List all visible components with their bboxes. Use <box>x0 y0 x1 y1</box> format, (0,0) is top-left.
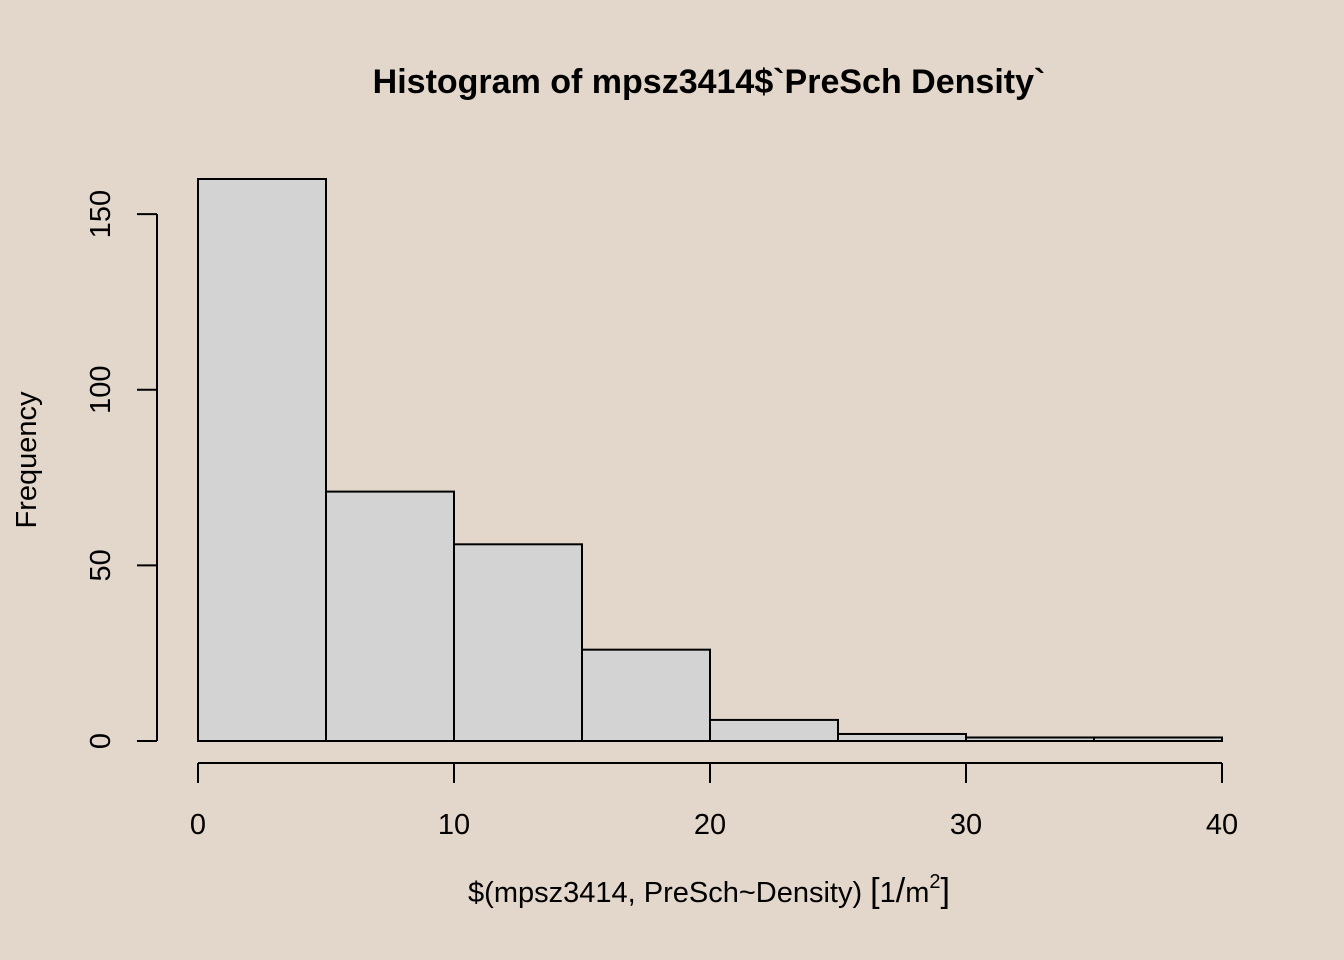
x-axis-label-unit-numer: 1 <box>880 877 896 909</box>
y-tick-label: 100 <box>85 366 117 414</box>
histogram-bar-3 <box>581 648 711 742</box>
y-axis-label: Frequency <box>11 391 43 529</box>
histogram-bar-0 <box>197 178 327 742</box>
histogram-bar-6 <box>965 736 1095 742</box>
x-axis-label-unit-open: [ <box>870 872 880 910</box>
y-tick-label: 50 <box>85 549 117 581</box>
x-axis-label-unit-exp: 2 <box>929 871 940 893</box>
histogram-bar-5 <box>837 732 967 742</box>
histogram-bar-7 <box>1093 736 1223 742</box>
chart-title: Histogram of mpsz3414$`PreSch Density` <box>373 63 1046 101</box>
histogram-bar-4 <box>709 718 839 742</box>
x-axis-label-unit-close: ] <box>940 872 949 910</box>
x-tick-label: 30 <box>950 809 982 841</box>
x-axis: 0 10 20 30 40 <box>190 762 1238 841</box>
x-tick-label: 10 <box>438 809 470 841</box>
bars-group <box>197 178 1223 742</box>
y-tick-label: 0 <box>85 733 117 749</box>
x-axis-label-unit-slash: / <box>896 872 906 910</box>
x-axis-label-prefix: $(mpsz3414, PreSch~Density) <box>468 877 862 909</box>
x-tick-label: 40 <box>1206 809 1238 841</box>
x-axis-label-unit-denom: m <box>905 877 929 909</box>
x-axis-label: $(mpsz3414, PreSch~Density) [1/m2] <box>468 871 950 910</box>
y-tick-label: 150 <box>85 190 117 238</box>
y-axis: 0 50 100 150 <box>85 190 158 749</box>
histogram-bar-2 <box>453 543 583 742</box>
histogram-bar-1 <box>325 490 455 742</box>
x-tick-label: 20 <box>694 809 726 841</box>
x-tick-label: 0 <box>190 809 206 841</box>
